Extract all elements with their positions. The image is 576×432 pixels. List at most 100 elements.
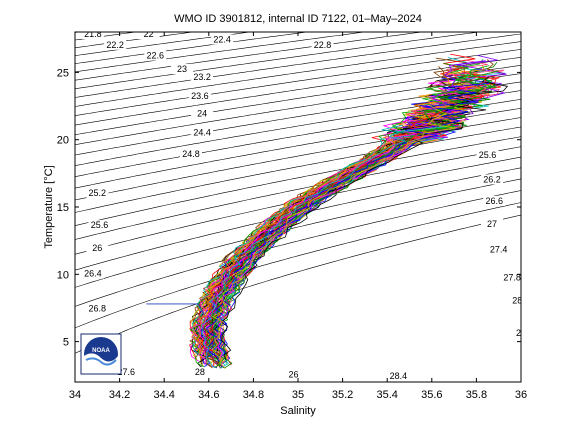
isopycnal-label-bg xyxy=(171,64,194,75)
x-tick-label: 34.2 xyxy=(109,389,130,401)
isopycnal-label-bg xyxy=(81,268,104,279)
svg-text:NOAA: NOAA xyxy=(92,348,110,354)
profile-line xyxy=(207,70,499,368)
isopycnal-label-bg xyxy=(211,34,234,45)
x-tick-label: 35.8 xyxy=(466,389,487,401)
isopycnal-label-bg xyxy=(81,32,104,40)
y-tick-label: 15 xyxy=(57,202,69,214)
isopycnal-label: 28.2 xyxy=(512,296,530,306)
profile-line xyxy=(198,128,418,365)
isopycnal-label-bg xyxy=(510,327,521,338)
isopycnal-label: 26.2 xyxy=(483,174,501,184)
isopycnal-label: 23.6 xyxy=(191,91,209,101)
isopycnal-label-bg xyxy=(188,366,211,377)
y-tick-label: 20 xyxy=(57,135,69,147)
isopycnal-label-bg xyxy=(282,369,305,380)
isopycnal-label-bg xyxy=(86,187,109,198)
y-axis-ticks: 5 10 15 20 25 xyxy=(57,67,521,349)
isopycnal-label: 26 xyxy=(289,370,299,380)
profile-line-outlier xyxy=(146,303,205,315)
x-axis-label: Salinity xyxy=(280,405,316,417)
isopycnal-line xyxy=(75,32,367,73)
isopycnal-line xyxy=(75,32,252,56)
x-axis-ticks: 34 34.2 34.4 34.6 34.8 35 35.2 35.4 35.6 35.8 36 xyxy=(69,32,527,401)
y-tick-label: 25 xyxy=(57,67,69,79)
isopycnal-label-bg xyxy=(88,220,111,231)
profile-line xyxy=(206,106,469,367)
isopycnal-label-bg xyxy=(501,272,521,283)
isopycnal-label-bg xyxy=(510,295,521,306)
isopycnal-line xyxy=(75,178,521,288)
isopycnal-label-bg xyxy=(86,243,109,254)
x-tick-label: 35.6 xyxy=(421,389,442,401)
profile-line xyxy=(211,104,456,369)
profile-line xyxy=(220,76,509,360)
isopycnal-label-bg xyxy=(481,174,504,185)
profile-line xyxy=(201,126,444,368)
isopycnal-label-bg xyxy=(191,72,214,83)
isopycnal-label: 27.6 xyxy=(118,367,136,377)
profile-line xyxy=(206,82,490,362)
x-tick-label: 34.6 xyxy=(198,389,219,401)
isopycnal-line xyxy=(75,33,521,98)
isopycnal-line xyxy=(75,136,521,226)
isopycnal-line xyxy=(75,126,521,213)
isopycnal-label: 25.6 xyxy=(91,220,109,230)
isopycnal-label: 27 xyxy=(487,219,497,229)
isopycnal-label: 25.2 xyxy=(89,188,107,198)
profile-line xyxy=(198,66,474,369)
isopycnal-label: 22.2 xyxy=(106,40,124,50)
isopycnal-label: 24 xyxy=(197,108,207,118)
isopycnal-label: 21.8 xyxy=(84,29,102,39)
x-tick-label: 34.4 xyxy=(153,389,174,401)
isopycnal-line xyxy=(75,190,521,307)
isopycnal-label: 27.8 xyxy=(503,273,521,283)
isopycnal-label-bg xyxy=(487,244,510,255)
isopycnal-line xyxy=(75,56,521,126)
isopycnal-label: 22.8 xyxy=(314,40,332,50)
noaa-logo: NOAA xyxy=(80,333,122,375)
x-tick-label: 34 xyxy=(69,389,81,401)
isopycnal-label: 26.8 xyxy=(89,304,107,314)
isopycnal-label: 26 xyxy=(92,243,102,253)
isopycnal-label: 26.4 xyxy=(84,269,102,279)
isopycnal-label-bg xyxy=(311,39,334,50)
isopycnal-line xyxy=(75,32,424,81)
isopycnal-label-bg xyxy=(191,127,214,138)
isopycnal-line xyxy=(75,202,521,329)
isopycnal-label: 28.4 xyxy=(390,371,408,381)
isopycnal-label: 23.2 xyxy=(193,72,211,82)
x-tick-label: 36 xyxy=(515,389,527,401)
y-tick-label: 10 xyxy=(57,269,69,281)
isopycnal-label-bg xyxy=(179,148,202,159)
isopycnal-label-bg xyxy=(483,195,506,206)
isopycnal-label-bg xyxy=(137,32,160,40)
isopycnal-label-bg xyxy=(188,90,211,101)
profile-line xyxy=(196,103,466,359)
x-tick-label: 35 xyxy=(292,389,304,401)
isopycnal-label: 23 xyxy=(177,64,187,74)
isopycnal-label: 22 xyxy=(144,29,154,39)
isopycnal-label: 28 xyxy=(195,367,205,377)
isopycnal-label-bg xyxy=(476,150,499,161)
isopycnal-label: 25.6 xyxy=(479,150,497,160)
isopycnal-label-bg xyxy=(191,108,214,119)
isopycnal-label-bg xyxy=(86,303,109,314)
x-tick-label: 34.8 xyxy=(243,389,264,401)
isopycnal-label-bg xyxy=(104,39,127,50)
isopycnal-line xyxy=(75,146,521,240)
isopycnal-label: 26.6 xyxy=(485,196,503,206)
isopycnal-label: 22.6 xyxy=(147,51,165,61)
y-axis-label: Temperature [°C] xyxy=(43,165,55,248)
y-tick-label: 5 xyxy=(63,337,69,349)
chart-title: WMO ID 3901812, internal ID 7122, 01–May… xyxy=(174,13,422,25)
isopycnal-label: 24.8 xyxy=(182,149,200,159)
isopycnal-label: 24.4 xyxy=(193,127,211,137)
profile-line xyxy=(203,79,485,363)
x-tick-label: 35.2 xyxy=(332,389,353,401)
isopycnal-label: 22.4 xyxy=(213,34,231,44)
isopycnal-label-bg xyxy=(144,50,167,61)
isopycnal-label-bg xyxy=(115,366,138,377)
isopycnal-label: 28 xyxy=(516,328,526,338)
isopycnal-line xyxy=(75,214,521,354)
